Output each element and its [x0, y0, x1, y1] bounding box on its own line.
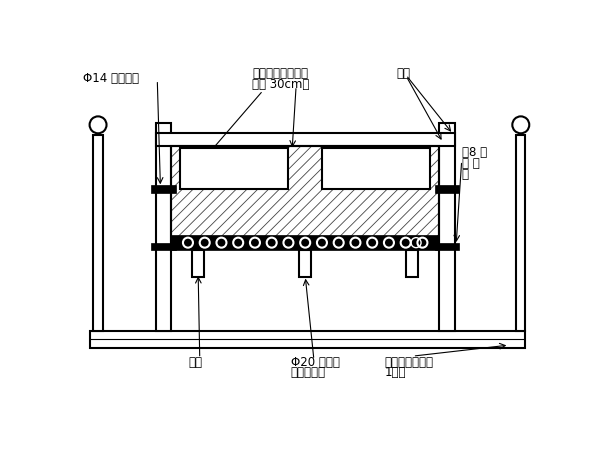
Bar	[516, 135, 526, 331]
Circle shape	[250, 238, 260, 248]
Text: 侧模: 侧模	[396, 67, 410, 80]
Circle shape	[350, 238, 361, 248]
Bar	[151, 243, 176, 250]
Text: 1米）: 1米）	[385, 366, 406, 379]
Circle shape	[266, 238, 277, 248]
Text: 板底 30cm）: 板底 30cm）	[252, 78, 310, 91]
Circle shape	[200, 238, 210, 248]
Circle shape	[367, 238, 377, 248]
Text: 架: 架	[461, 167, 469, 180]
Bar	[171, 146, 439, 243]
Bar	[156, 133, 455, 146]
Bar	[171, 146, 439, 243]
Bar	[439, 123, 455, 331]
Circle shape	[512, 117, 529, 133]
Bar	[181, 148, 288, 189]
Text: 操作平台（宽度: 操作平台（宽度	[385, 356, 433, 369]
Text: 【8 槽: 【8 槽	[461, 146, 487, 159]
Text: Φ20 螺纹锂: Φ20 螺纹锂	[290, 356, 340, 369]
Bar	[91, 331, 524, 348]
Bar	[151, 185, 176, 193]
Text: 顶托: 顶托	[189, 356, 203, 369]
Circle shape	[283, 238, 293, 248]
Text: Φ14 对拉螺杆: Φ14 对拉螺杆	[83, 72, 139, 85]
Circle shape	[183, 238, 193, 248]
Circle shape	[317, 238, 327, 248]
Circle shape	[89, 117, 107, 133]
Bar	[434, 243, 459, 250]
Circle shape	[334, 238, 344, 248]
Circle shape	[418, 238, 427, 248]
Bar	[434, 185, 459, 193]
Circle shape	[233, 238, 243, 248]
Circle shape	[217, 238, 226, 248]
Bar	[156, 123, 171, 331]
Text: 锂 横: 锂 横	[461, 157, 479, 170]
Bar	[299, 250, 311, 277]
Circle shape	[384, 238, 394, 248]
Bar	[171, 235, 439, 250]
Bar	[192, 250, 205, 277]
Text: 第一次浇筑层（顶: 第一次浇筑层（顶	[252, 67, 308, 80]
Circle shape	[300, 238, 310, 248]
Bar	[322, 148, 430, 189]
Bar	[94, 135, 103, 331]
Bar	[406, 250, 418, 277]
Text: 街底模骨架: 街底模骨架	[290, 366, 326, 379]
Circle shape	[401, 238, 410, 248]
